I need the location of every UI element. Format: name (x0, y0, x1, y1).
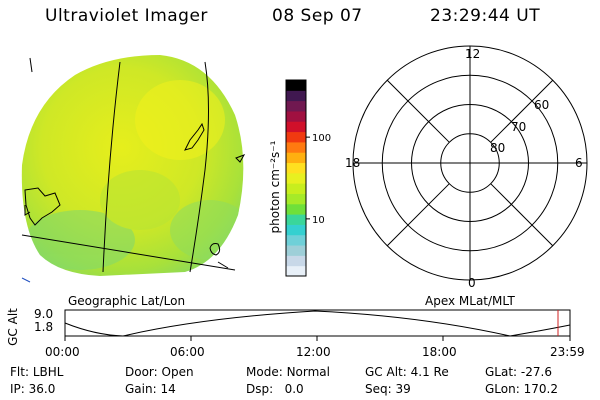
polar-spoke (490, 79, 554, 143)
footer-dsp: Dsp: 0.0 (246, 382, 304, 396)
polar-spoke (386, 79, 450, 143)
mlt-label-6: 6 (575, 156, 583, 170)
colorbar-segment (286, 131, 306, 143)
polar-spoke (386, 183, 450, 247)
polar-spoke (490, 183, 554, 247)
apex-panel-label: Apex MLat/MLT (425, 294, 515, 308)
meridian-lines (21, 57, 236, 273)
colorbar-segment (286, 141, 306, 153)
lat-label-60: 60 (534, 98, 550, 112)
instrument-title: Ultraviolet Imager (45, 6, 208, 26)
colorbar-segment (286, 255, 306, 267)
colorbar-segment (286, 265, 306, 277)
uv-disk (21, 55, 244, 276)
colorbar-segment (286, 203, 306, 215)
mlt-label-18: 18 (345, 156, 361, 170)
altitude-curve (64, 310, 571, 337)
colorbar-segment (286, 193, 306, 205)
altitude-ytick-low: 1.8 (34, 320, 54, 334)
footer-gc-alt: GC Alt: 4.1 Re (365, 365, 449, 379)
lat-label-80: 80 (490, 141, 506, 155)
colorbar-frame (285, 79, 307, 277)
footer-ip: IP: 36.0 (10, 382, 56, 396)
colorbar-segment (286, 90, 306, 102)
footer-glat: GLat: -27.6 (485, 365, 552, 379)
colorbar-segment (286, 214, 306, 225)
footer-glon: GLon: 170.2 (485, 382, 558, 396)
mlt-label-0: 0 (468, 276, 476, 290)
colorbar-segment (286, 245, 306, 256)
geographic-panel-label: Geographic Lat/Lon (68, 294, 186, 308)
altitude-xtick-1: 06:00 (170, 345, 205, 359)
altitude-xtick-4: 23:59 (550, 345, 585, 359)
altitude-xticks (64, 336, 571, 341)
footer-seq: Seq: 39 (365, 382, 411, 396)
colorbar-segment (286, 80, 306, 91)
altitude-xtick-0: 00:00 (45, 345, 80, 359)
colorbar: 100 10 (285, 79, 331, 277)
footer-mode: Mode: Normal (246, 365, 330, 379)
colorbar-segment (286, 100, 306, 112)
header-time: 23:29:44 UT (430, 6, 541, 26)
colorbar-segment (286, 224, 306, 236)
colorbar-segment (286, 121, 306, 133)
colorbar-segment (286, 183, 306, 194)
lat-label-70: 70 (511, 120, 527, 134)
colorbar-segment (286, 110, 306, 122)
colorbar-tick-label: 10 (312, 215, 325, 226)
colorbar-tick-label: 100 (312, 133, 331, 144)
altitude-xtick-3: 18:00 (422, 345, 457, 359)
colorbar-segment (286, 234, 306, 246)
colorbar-segment (286, 172, 306, 184)
footer-door: Door: Open (125, 365, 194, 379)
coastlines (21, 122, 246, 283)
altitude-ytick-high: 9.0 (34, 307, 54, 321)
mlt-label-12: 12 (465, 47, 481, 61)
footer-flt: Flt: LBHL (10, 365, 64, 379)
footer-gain: Gain: 14 (125, 382, 176, 396)
colorbar-segment (286, 162, 306, 174)
altitude-xtick-2: 12:00 (296, 345, 331, 359)
colorbar-segment (286, 152, 306, 164)
header-date: 08 Sep 07 (272, 6, 363, 26)
